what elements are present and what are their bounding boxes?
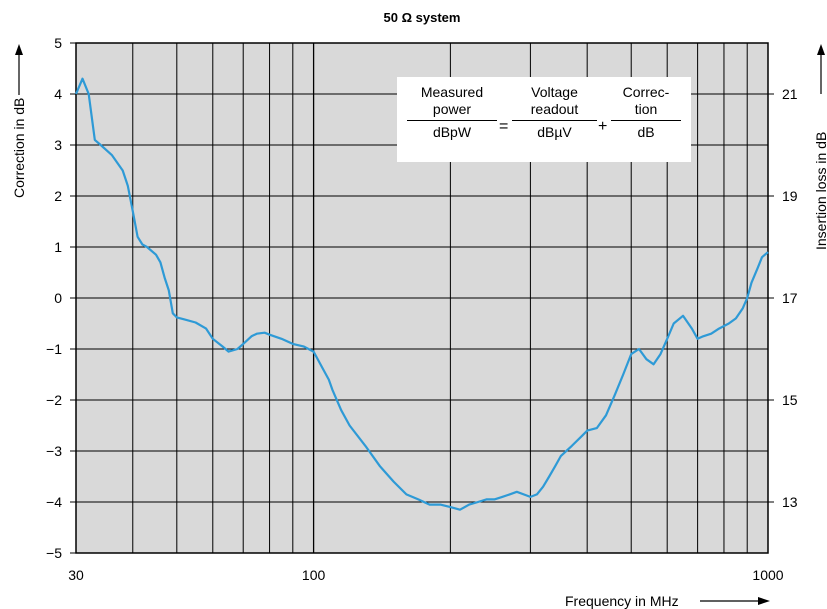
formula-rhs: Correc- tion dB [611,84,681,141]
y-tick-label: 4 [54,86,62,102]
y-tick-label: −5 [46,545,62,561]
formula-equals: = [499,118,509,135]
y-tick-label: 0 [54,290,62,306]
y2-tick-label: 17 [782,290,798,306]
y2-axis-label: Insertion loss in dB [813,132,827,250]
x-axis-label: Frequency in MHz [565,593,679,609]
x-axis-arrowhead [758,597,770,605]
y2-axis-label-group: Insertion loss in dB [813,44,827,250]
y-tick-label: −4 [46,494,62,510]
formula-rhs-num-1: Correc- [622,84,670,100]
y-tick-label: 1 [54,239,62,255]
formula-lhs-den: dBpW [432,124,472,140]
chart-title: 50 Ω system [384,10,461,25]
y-axis-label: Correction in dB [11,98,27,198]
formula-mid-num-2: readout [530,101,579,117]
y-axis-arrowhead [15,44,23,55]
formula-rhs-num-2: tion [634,101,658,117]
left-axis-ticks: 5 4 3 2 1 0 −1 −2 −3 −4 −5 [46,35,76,561]
y-tick-label: −1 [46,341,62,357]
x-tick-label: 30 [68,567,84,583]
formula-lhs-num-2: power [432,101,472,117]
y2-tick-label: 13 [782,494,798,510]
y-tick-label: 5 [54,35,62,51]
formula-mid: Voltage readout dBµV [512,84,597,141]
formula-rhs-den: dB [637,124,655,140]
y-axis-label-group: Correction in dB [11,44,27,198]
x-tick-label: 100 [302,567,326,583]
formula-lhs: Measured power dBpW [407,84,497,141]
y-tick-label: 3 [54,137,62,153]
y-tick-label: −2 [46,392,62,408]
x-axis-label-group: Frequency in MHz [565,593,770,609]
formula-mid-den: dBµV [537,124,572,140]
y-tick-label: −3 [46,443,62,459]
y2-axis-arrowhead [817,44,825,55]
formula-mid-bar [512,120,597,121]
formula-box: Measured power dBpW = Voltage readout dB… [397,77,691,162]
right-axis-ticks: 21 19 17 15 13 [768,86,798,510]
formula-lhs-num-1: Measured [420,84,484,100]
formula-plus: + [598,118,608,135]
formula-lhs-bar [407,120,497,121]
formula-rhs-bar [611,120,681,121]
x-tick-label: 1000 [752,567,783,583]
formula-mid-num-1: Voltage [531,84,578,100]
y2-tick-label: 21 [782,86,798,102]
series-line [74,77,769,511]
y-tick-label: 2 [54,188,62,204]
y2-tick-label: 19 [782,188,798,204]
bottom-axis-ticks: 30 100 1000 [68,567,784,583]
y2-tick-label: 15 [782,392,798,408]
